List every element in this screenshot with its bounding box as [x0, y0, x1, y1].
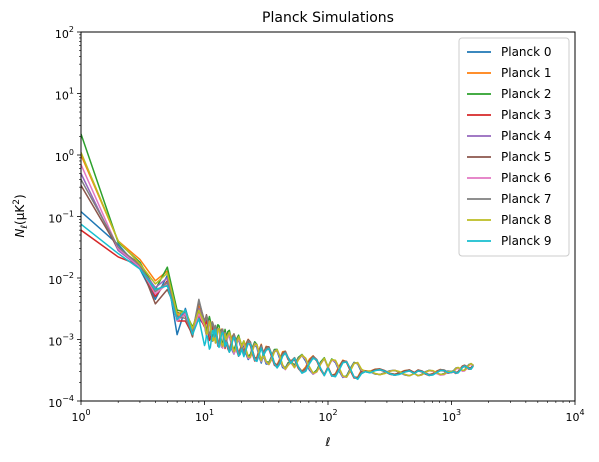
legend-label: Planck 0	[501, 45, 552, 59]
y-axis-label-main: N	[13, 229, 27, 238]
legend-label: Planck 7	[501, 192, 552, 206]
x-tick-label: 103	[442, 408, 461, 424]
series-layer	[81, 133, 474, 381]
legend-label: Planck 4	[501, 129, 552, 143]
x-axis: 100 101 102 103 104	[71, 401, 585, 424]
y-axis-label-unit-open: (μK	[13, 204, 27, 225]
x-tick-label: 104	[565, 408, 584, 424]
y-axis-label-unit-close: )	[13, 194, 27, 199]
legend-label: Planck 9	[501, 234, 552, 248]
y-tick-label: 10−4	[48, 394, 74, 410]
legend-label: Planck 6	[501, 171, 552, 185]
y-tick-label: 101	[55, 87, 74, 103]
y-axis-label-subscript: ℓ	[20, 225, 30, 230]
legend-label: Planck 3	[501, 108, 552, 122]
y-axis-label: Nℓ(μK2)	[12, 194, 30, 237]
y-tick-label: 10−2	[48, 271, 74, 287]
x-axis-label: ℓ	[325, 435, 331, 449]
legend-label: Planck 8	[501, 213, 552, 227]
y-tick-label: 10−1	[48, 210, 74, 226]
y-axis-label-superscript: 2	[12, 199, 22, 205]
legend: Planck 0 Planck 1 Planck 2 Planck 3 Planck 4…	[458, 37, 570, 257]
x-tick-label: 101	[195, 408, 214, 424]
series-line-planck-9	[81, 223, 474, 381]
legend-label: Planck 2	[501, 87, 552, 101]
y-axis: 10−4 10−3 10−2 10−1 100 101 102	[48, 25, 81, 410]
legend-box	[458, 37, 570, 257]
y-tick-label: 100	[55, 148, 74, 164]
x-tick-label: 102	[318, 408, 337, 424]
y-tick-label: 102	[55, 25, 74, 41]
legend-label: Planck 1	[501, 66, 552, 80]
legend-label: Planck 5	[501, 150, 552, 164]
chart-title: Planck Simulations	[262, 10, 394, 26]
series-line-planck-8	[81, 152, 474, 378]
y-tick-label: 10−3	[48, 333, 74, 349]
x-tick-label: 100	[71, 408, 90, 424]
